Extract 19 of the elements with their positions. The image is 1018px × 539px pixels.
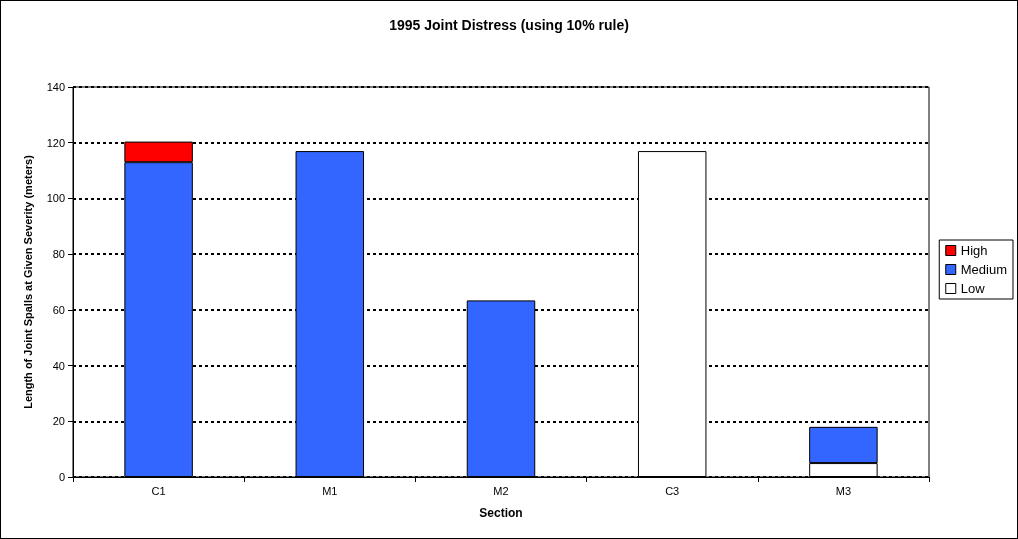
x-tick-label: M3 [835, 484, 852, 497]
x-tick-label: C3 [665, 484, 680, 497]
legend-label: High [960, 243, 988, 258]
y-tick-label: 40 [52, 359, 65, 372]
y-tick-label: 0 [58, 471, 65, 483]
x-tick-label: M2 [493, 484, 509, 497]
y-tick-label: 20 [52, 415, 65, 428]
y-tick-label: 80 [52, 248, 65, 261]
chart-title: 1995 Joint Distress (using 10% rule) [389, 17, 629, 33]
x-axis-title: Section [479, 506, 523, 520]
legend-label: Medium [960, 262, 1008, 277]
x-tick-label: C1 [151, 484, 166, 497]
legend-label: Low [960, 281, 986, 296]
y-axis-title: Length of Joint Spalls at Given Severity (meters) [21, 154, 34, 409]
x-tick-label: M1 [322, 484, 338, 497]
y-tick-label: 100 [46, 192, 65, 205]
y-tick-label: 60 [52, 303, 65, 316]
y-tick-label: 120 [46, 136, 65, 149]
y-tick-label: 140 [46, 81, 65, 93]
